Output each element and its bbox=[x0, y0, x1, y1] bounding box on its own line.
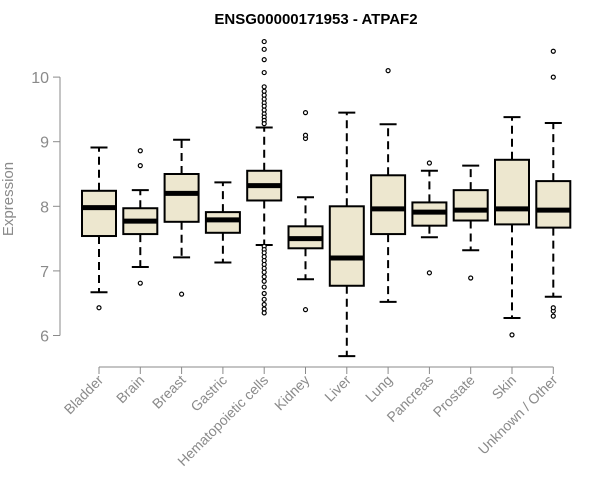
iqr-box bbox=[81, 189, 117, 238]
box-brain bbox=[122, 148, 159, 286]
outlier-point bbox=[426, 270, 432, 276]
outlier-point bbox=[550, 313, 556, 319]
outlier-point bbox=[261, 284, 267, 290]
outlier-point bbox=[261, 310, 267, 316]
outlier-point bbox=[261, 46, 267, 52]
iqr-box bbox=[163, 173, 200, 223]
outlier-point bbox=[137, 163, 143, 169]
box-breast bbox=[163, 138, 200, 297]
outlier-point bbox=[137, 148, 143, 154]
outlier-point bbox=[179, 291, 185, 297]
outlier-point bbox=[261, 121, 267, 127]
box-kidney bbox=[287, 110, 324, 313]
box-pancreas bbox=[411, 160, 448, 276]
outlier-point bbox=[550, 48, 556, 54]
outlier-point bbox=[302, 110, 309, 116]
outlier-point bbox=[261, 38, 267, 45]
x-tick-label: Skin bbox=[489, 372, 520, 403]
y-tick-label: 9 bbox=[40, 135, 49, 152]
outlier-point bbox=[302, 132, 309, 138]
outlier-point bbox=[550, 305, 556, 311]
box-unknown-other bbox=[535, 48, 572, 319]
iqr-box bbox=[328, 205, 365, 287]
iqr-box bbox=[452, 189, 489, 222]
outlier-point bbox=[137, 280, 143, 286]
iqr-box bbox=[535, 180, 572, 229]
boxes-layer bbox=[81, 38, 572, 358]
iqr-box bbox=[204, 211, 241, 234]
x-tick-label: Kidney bbox=[271, 372, 313, 414]
outlier-point bbox=[385, 68, 391, 74]
y-tick-label: 8 bbox=[40, 199, 49, 216]
outlier-point bbox=[509, 332, 515, 338]
y-tick-label: 10 bbox=[31, 70, 49, 87]
y-tick-label: 7 bbox=[40, 264, 49, 281]
chart-title: ENSG00000171953 - ATPAF2 bbox=[214, 11, 417, 28]
outlier-point bbox=[550, 74, 556, 80]
outlier-point bbox=[261, 84, 267, 90]
outlier-point bbox=[261, 278, 267, 284]
outlier-point bbox=[468, 275, 474, 281]
x-tick-label: Breast bbox=[149, 372, 189, 412]
box-lung bbox=[370, 68, 407, 303]
outlier-point bbox=[302, 307, 309, 313]
outlier-point bbox=[261, 69, 267, 76]
outlier-point bbox=[261, 274, 267, 280]
outlier-point bbox=[261, 296, 267, 302]
iqr-box bbox=[370, 174, 407, 236]
outlier-point bbox=[261, 57, 267, 63]
y-axis: 6 7 8 9 10 bbox=[31, 70, 61, 346]
outlier-point bbox=[261, 269, 267, 275]
box-prostate bbox=[452, 164, 489, 281]
box-hematopoietic-cells bbox=[246, 38, 283, 316]
x-tick-label: Bladder bbox=[61, 372, 107, 418]
x-tick-label: Brain bbox=[113, 372, 147, 406]
outlier-point bbox=[426, 160, 432, 166]
x-tick-label: Liver bbox=[321, 372, 354, 405]
y-tick-label: 6 bbox=[40, 329, 49, 346]
outlier-point bbox=[96, 305, 102, 311]
outlier-point bbox=[261, 301, 267, 308]
x-tick-label: Prostate bbox=[430, 372, 478, 420]
box-skin bbox=[494, 116, 530, 338]
y-axis-label: Expression bbox=[0, 162, 17, 236]
box-gastric bbox=[204, 181, 241, 264]
x-tick-label: Lung bbox=[362, 372, 395, 405]
box-liver bbox=[328, 111, 365, 358]
outlier-point bbox=[261, 290, 267, 297]
box-bladder bbox=[81, 146, 117, 311]
iqr-box bbox=[494, 158, 530, 226]
